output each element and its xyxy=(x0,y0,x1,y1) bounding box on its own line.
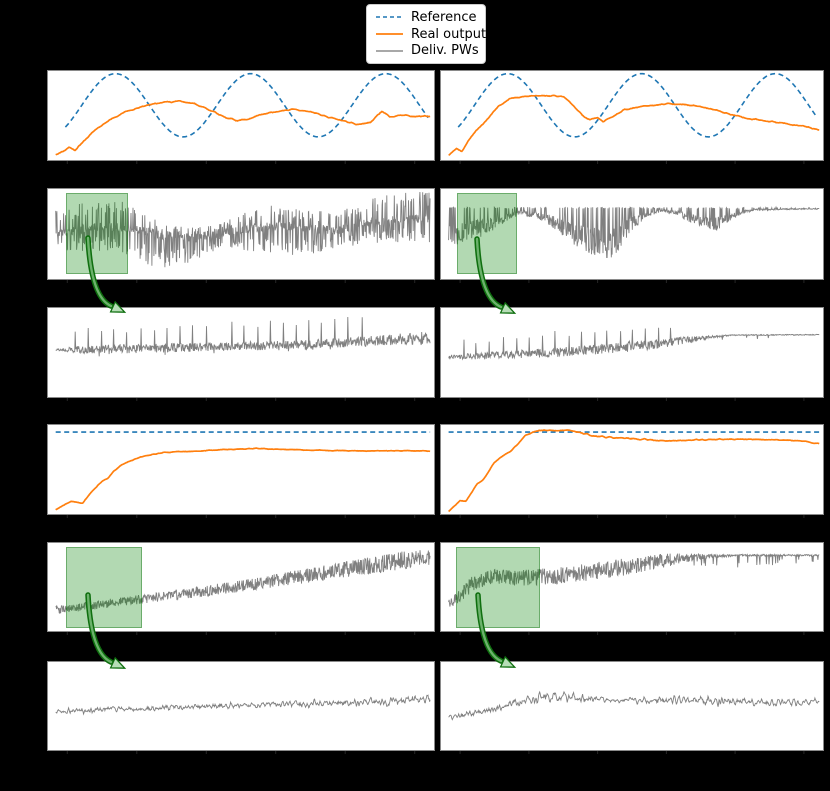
series-deliv-pws xyxy=(55,694,431,716)
subplot-delivered-pws-left xyxy=(48,189,434,279)
subplot-step-pw-zoom-left xyxy=(48,662,434,750)
subplot-pw-zoom-left xyxy=(48,308,434,397)
series-real-output xyxy=(55,447,431,511)
legend-label-deliv-pws: Deliv. PWs xyxy=(411,43,479,59)
real-output-line-sample-icon xyxy=(376,33,403,35)
subplot-pw-zoom-right xyxy=(441,308,823,397)
subplot-step-pw-zoom-right xyxy=(441,662,823,750)
series-deliv-pws xyxy=(448,205,820,258)
zoom-region-highlight xyxy=(66,193,128,274)
subplot-step-pws-right xyxy=(441,543,823,631)
series-deliv-pws xyxy=(55,550,431,614)
plot-canvas xyxy=(55,550,431,614)
subplot-step-tracking-left xyxy=(48,425,434,514)
legend-entry-deliv-pws: Deliv. PWs xyxy=(376,42,479,59)
series-real-output xyxy=(55,99,431,156)
subplot-step-tracking-right xyxy=(441,425,823,514)
series-deliv-pws xyxy=(55,316,431,357)
plot-canvas xyxy=(448,72,820,156)
legend-label-reference: Reference xyxy=(411,9,477,25)
plot-canvas xyxy=(55,72,431,156)
series-reference xyxy=(64,72,429,138)
zoom-region-highlight xyxy=(66,547,142,628)
plot-canvas xyxy=(55,431,431,511)
zoom-region-highlight xyxy=(456,547,540,628)
series-deliv-pws xyxy=(448,552,820,607)
series-deliv-pws xyxy=(55,191,431,268)
series-reference xyxy=(457,72,818,138)
series-real-output xyxy=(448,429,820,513)
zoom-region-highlight xyxy=(457,193,517,274)
plot-canvas xyxy=(448,327,820,361)
plot-canvas xyxy=(448,429,820,513)
plot-canvas xyxy=(55,694,431,716)
plot-canvas xyxy=(55,191,431,268)
subplot-step-pws-left xyxy=(48,543,434,631)
plot-canvas xyxy=(448,205,820,258)
subplot-sine-tracking-right xyxy=(441,71,823,160)
series-real-output xyxy=(448,94,820,156)
subplot-sine-tracking-left xyxy=(48,71,434,160)
plot-canvas xyxy=(55,316,431,357)
legend-label-real-output: Real output xyxy=(411,26,487,42)
deliv-pws-line-sample-icon xyxy=(376,49,403,52)
series-deliv-pws xyxy=(448,327,820,361)
plot-canvas xyxy=(448,690,820,721)
legend-entry-real-output: Real output xyxy=(376,26,486,43)
legend: Reference Real output Deliv. PWs xyxy=(366,4,486,64)
series-deliv-pws xyxy=(448,690,820,721)
plot-canvas xyxy=(448,552,820,607)
subplot-delivered-pws-right xyxy=(441,189,823,279)
legend-entry-reference: Reference xyxy=(376,9,477,26)
reference-line-sample-icon xyxy=(376,16,403,19)
